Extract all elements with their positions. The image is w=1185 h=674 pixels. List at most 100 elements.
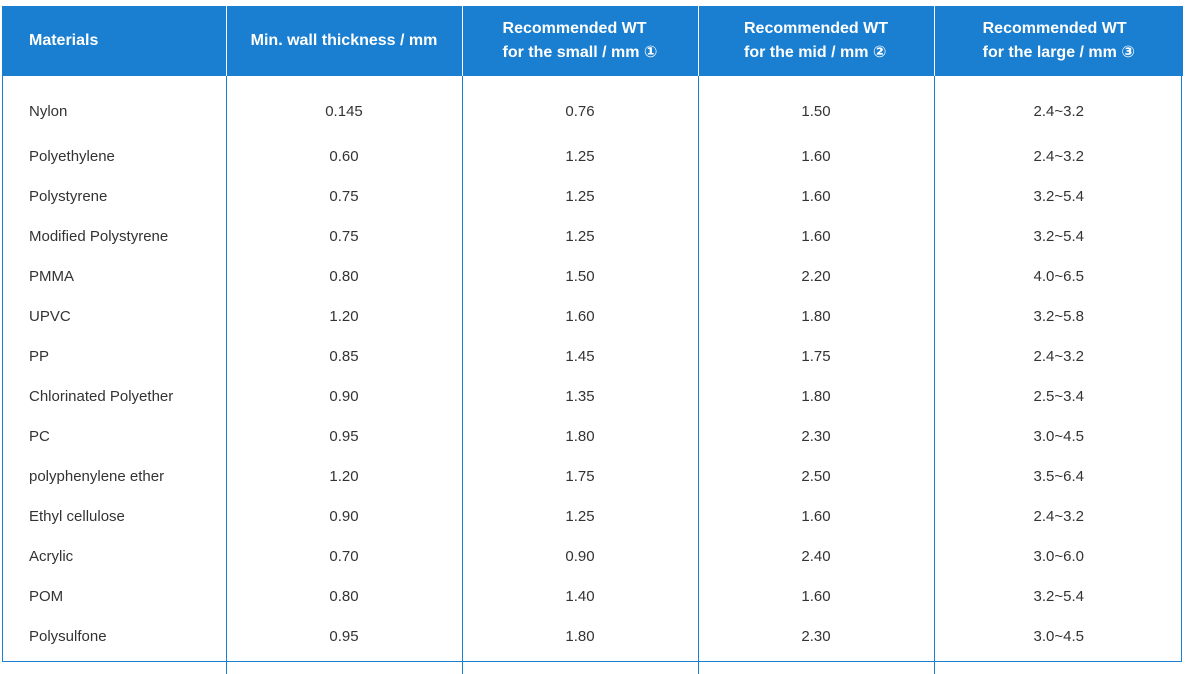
cell-recommended-mid: 2.30 [698,416,935,456]
header-recommended-mid: Recommended WT for the mid / mm ② [698,6,935,76]
cell-recommended-small: 1.25 [462,136,699,176]
cell-recommended-small: 1.60 [462,296,699,336]
cell-material: UPVC [3,296,227,336]
cell-material: polyphenylene ether [3,456,227,496]
table-row: polyphenylene ether 1.20 1.75 2.50 3.5~6.4 [3,456,1183,496]
cell-min-wall-thickness: 0.70 [226,536,463,576]
cell-min-wall-thickness: 0.80 [226,256,463,296]
table-row: Chlorinated Polyether 0.90 1.35 1.80 2.5~3.4 [3,376,1183,416]
cell-recommended-mid: 1.80 [698,296,935,336]
cell-recommended-mid: 1.60 [698,496,935,536]
cell-min-wall-thickness: 0.95 [226,616,463,656]
cell-min-wall-thickness: 0.145 [226,76,463,136]
cell-material: PC [3,416,227,456]
table-row: Acrylic 0.70 0.90 2.40 3.0~6.0 [3,536,1183,576]
header-recommended-mid-line1: Recommended WT [743,20,888,37]
cell-material: Acrylic [3,536,227,576]
header-materials-label: Materials [29,32,99,49]
cell-min-wall-thickness: 1.20 [226,296,463,336]
header-min-wall-thickness-label: Min. wall thickness / mm [250,32,438,49]
header-recommended-large-line1: Recommended WT [982,20,1127,37]
table-body: Nylon 0.145 0.76 1.50 2.4~3.2 Polyethylene 0.6… [3,76,1183,674]
cell-recommended-small: 1.50 [462,256,699,296]
cell-recommended-small: 0.76 [462,76,699,136]
cell-recommended-small: 1.45 [462,336,699,376]
cell-recommended-small: 1.25 [462,496,699,536]
cell-min-wall-thickness: 0.90 [226,496,463,536]
header-recommended-large: Recommended WT for the large / mm ③ [934,6,1183,76]
cell-recommended-mid: 1.80 [698,376,935,416]
cell-recommended-large: 3.2~5.4 [1033,187,1084,205]
spacer-cell [226,656,463,674]
cell-recommended-small: 1.35 [462,376,699,416]
header-recommended-small-line1: Recommended WT [502,20,647,37]
cell-min-wall-thickness: 0.95 [226,416,463,456]
cell-min-wall-thickness: 0.75 [226,216,463,256]
cell-material: PMMA [3,256,227,296]
cell-material: POM [3,576,227,616]
header-recommended-small-line2: for the small / mm ① [502,44,658,61]
cell-recommended-large: 3.0~6.0 [1033,547,1084,565]
cell-recommended-small: 1.80 [462,416,699,456]
cell-recommended-large: 2.4~3.2 [1033,507,1084,525]
header-row: Materials Min. wall thickness / mm Recom… [3,6,1183,76]
table-row: Ethyl cellulose 0.90 1.25 1.60 2.4~3.2 [3,496,1183,536]
cell-recommended-small: 1.75 [462,456,699,496]
cell-recommended-large: 2.4~3.2 [1033,347,1084,365]
cell-min-wall-thickness: 1.20 [226,456,463,496]
cell-material: Modified Polystyrene [3,216,227,256]
cell-recommended-mid: 1.60 [698,216,935,256]
header-recommended-small: Recommended WT for the small / mm ① [462,6,699,76]
table-row: PC 0.95 1.80 2.30 3.0~4.5 [3,416,1183,456]
cell-recommended-large: 3.2~5.4 [1033,227,1084,245]
cell-min-wall-thickness: 0.75 [226,176,463,216]
cell-recommended-mid: 2.20 [698,256,935,296]
cell-recommended-large: 3.0~4.5 [1033,627,1084,645]
spacer-cell [698,656,935,674]
cell-material: Nylon [3,76,227,136]
table-bottom-spacer [3,656,1183,674]
table-row: Polysulfone 0.95 1.80 2.30 3.0~4.5 [3,616,1183,656]
cell-material: Polystyrene [3,176,227,216]
cell-recommended-large: 3.2~5.4 [1033,587,1084,605]
cell-min-wall-thickness: 0.90 [226,376,463,416]
cell-material: Chlorinated Polyether [3,376,227,416]
cell-recommended-mid: 1.60 [698,136,935,176]
cell-min-wall-thickness: 0.60 [226,136,463,176]
table-row: PP 0.85 1.45 1.75 2.4~3.2 [3,336,1183,376]
table-row: Nylon 0.145 0.76 1.50 2.4~3.2 [3,76,1183,136]
wall-thickness-table: Materials Min. wall thickness / mm Recom… [3,6,1183,674]
cell-recommended-small: 1.25 [462,216,699,256]
cell-recommended-mid: 1.50 [698,76,935,136]
cell-recommended-large: 2.4~3.2 [1033,147,1084,165]
table-row: PMMA 0.80 1.50 2.20 4.0~6.5 [3,256,1183,296]
cell-recommended-large: 3.2~5.8 [1033,307,1084,325]
cell-recommended-mid: 1.60 [698,576,935,616]
header-recommended-mid-line2: for the mid / mm ② [743,44,887,61]
table-row: POM 0.80 1.40 1.60 3.2~5.4 [3,576,1183,616]
spacer-cell [462,656,699,674]
spacer-cell [3,656,227,674]
cell-recommended-mid: 2.30 [698,616,935,656]
cell-recommended-mid: 1.75 [698,336,935,376]
cell-recommended-mid: 2.50 [698,456,935,496]
cell-recommended-small: 0.90 [462,536,699,576]
cell-material: PP [3,336,227,376]
table-row: Polystyrene 0.75 1.25 1.60 3.2~5.4 [3,176,1183,216]
header-min-wall-thickness: Min. wall thickness / mm [226,6,463,76]
cell-recommended-large: 2.4~3.2 [1033,102,1084,120]
table-row: Modified Polystyrene 0.75 1.25 1.60 3.2~5.4 [3,216,1183,256]
cell-recommended-small: 1.40 [462,576,699,616]
cell-min-wall-thickness: 0.80 [226,576,463,616]
wall-thickness-table-container: Materials Min. wall thickness / mm Recom… [2,6,1183,674]
cell-recommended-large: 4.0~6.5 [1033,267,1084,285]
cell-recommended-large: 2.5~3.4 [1033,387,1084,405]
cell-material: Polyethylene [3,136,227,176]
cell-material: Ethyl cellulose [3,496,227,536]
cell-recommended-large: 3.5~6.4 [1033,467,1084,485]
table-header: Materials Min. wall thickness / mm Recom… [3,6,1183,76]
header-materials: Materials [3,6,227,76]
cell-recommended-large: 3.0~4.5 [1033,427,1084,445]
cell-recommended-mid: 2.40 [698,536,935,576]
cell-recommended-small: 1.80 [462,616,699,656]
